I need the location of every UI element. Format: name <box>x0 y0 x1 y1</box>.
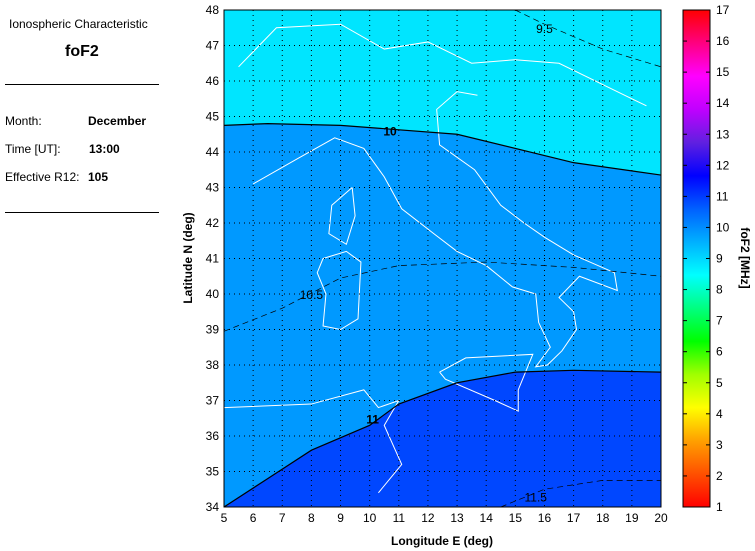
time-value: 13:00 <box>89 142 120 156</box>
colorbar-tick-label: 6 <box>716 345 723 359</box>
divider <box>5 84 159 85</box>
y-tick-label: 43 <box>206 181 220 195</box>
y-tick-label: 37 <box>206 394 220 408</box>
x-tick-label: 11 <box>393 511 406 525</box>
y-tick-label: 35 <box>206 465 220 479</box>
contour-label: 11.5 <box>524 490 547 504</box>
contour-line-11 <box>223 369 662 508</box>
colorbar-tick-label: 1 <box>716 500 723 514</box>
y-tick-label: 46 <box>206 74 220 88</box>
colorbar-tick-label: 14 <box>716 96 730 110</box>
x-tick-label: 6 <box>250 511 257 525</box>
x-tick-label: 14 <box>480 511 494 525</box>
y-tick-label: 44 <box>206 145 220 159</box>
contour-line-11.5 <box>500 480 661 508</box>
x-tick-label: 16 <box>538 511 552 525</box>
colorbar-tick-label: 17 <box>716 3 730 17</box>
x-axis-label: Longitude E (deg) <box>391 534 493 548</box>
colorbar <box>682 9 711 508</box>
y-tick-label: 40 <box>206 287 220 301</box>
y-tick-label: 36 <box>206 429 220 443</box>
x-tick-label: 13 <box>450 511 464 525</box>
colorbar-tick-label: 4 <box>716 407 723 421</box>
time-label: Time [UT]: <box>5 142 61 156</box>
y-tick-label: 41 <box>206 252 220 266</box>
contour-line-10 <box>223 122 662 176</box>
x-tick-label: 7 <box>279 511 286 525</box>
contour-line-9.5 <box>515 9 662 68</box>
y-tick-label: 42 <box>206 216 220 230</box>
x-tick-label: 19 <box>625 511 639 525</box>
y-tick-label: 39 <box>206 323 220 337</box>
y-tick-label: 48 <box>206 3 220 17</box>
x-tick-label: 8 <box>308 511 315 525</box>
x-tick-label: 15 <box>509 511 523 525</box>
x-tick-label: 17 <box>567 511 581 525</box>
x-tick-label: 12 <box>421 511 435 525</box>
contour-line-10.5 <box>223 261 662 332</box>
colorbar-tick-label: 2 <box>716 469 723 483</box>
colorbar-tick-label: 9 <box>716 252 723 266</box>
r12-value: 105 <box>88 170 109 184</box>
y-tick-label: 34 <box>206 500 220 514</box>
month-value: December <box>88 114 147 128</box>
colorbar-label: foF2 [MHz] <box>738 227 752 288</box>
y-tick-label: 45 <box>206 110 220 124</box>
colorbar-tick-label: 12 <box>716 158 730 172</box>
colorbar-tick-label: 11 <box>716 189 729 203</box>
x-tick-label: 9 <box>337 511 344 525</box>
x-tick-label: 5 <box>221 511 228 525</box>
colorbar-tick-label: 15 <box>716 65 730 79</box>
coastline-sicily <box>439 353 534 412</box>
panel-heading: Ionospheric Characteristic <box>9 17 148 31</box>
colorbar-tick-label: 3 <box>716 438 723 452</box>
x-tick-label: 10 <box>363 511 377 525</box>
coastline-sardinia <box>316 250 362 331</box>
contour-label: 10.5 <box>300 288 324 302</box>
colorbar-tick-label: 10 <box>716 220 730 234</box>
divider <box>5 212 159 213</box>
plot-frame <box>223 9 662 508</box>
border-lines <box>238 23 647 107</box>
colorbar-tick-label: 16 <box>716 34 730 48</box>
contour-label: 10 <box>383 125 397 139</box>
colorbar-tick-label: 8 <box>716 283 723 297</box>
coastline-corsica <box>328 187 356 246</box>
band-11-11.5 <box>224 370 661 507</box>
y-tick-label: 38 <box>206 358 220 372</box>
y-axis-label: Latitude N (deg) <box>181 212 195 303</box>
r12-label: Effective R12: <box>5 170 80 184</box>
colorbar-tick-label: 5 <box>716 376 723 390</box>
characteristic-title: foF2 <box>65 43 99 60</box>
colorbar-tick-label: 13 <box>716 127 730 141</box>
y-tick-label: 47 <box>206 39 220 53</box>
colorbar-tick-label: 7 <box>716 314 723 328</box>
coastline-italy <box>252 91 618 368</box>
month-label: Month: <box>5 114 42 128</box>
x-tick-label: 18 <box>596 511 610 525</box>
x-tick-label: 20 <box>654 511 668 525</box>
coastline-africa <box>223 389 403 494</box>
contour-label: 9.5 <box>536 22 553 36</box>
contour-label: 11 <box>366 412 379 426</box>
